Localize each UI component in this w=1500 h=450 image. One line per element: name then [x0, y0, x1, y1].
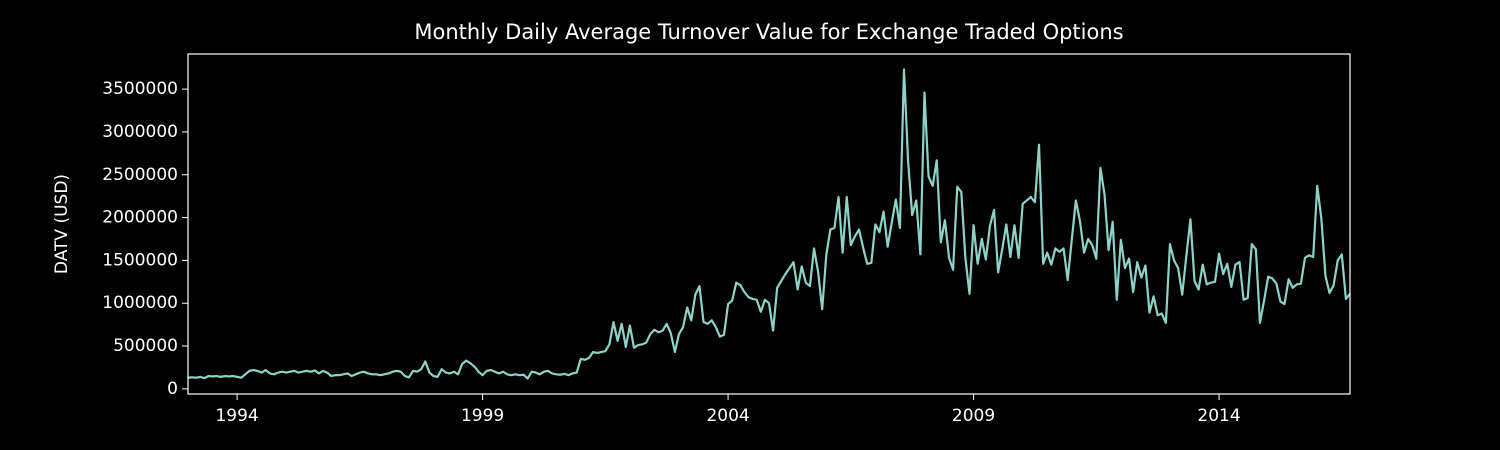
y-tick-label: 3000000	[102, 122, 178, 142]
x-tick-label: 1999	[461, 406, 504, 426]
x-tick-label: 2004	[706, 406, 749, 426]
x-tick-label: 1994	[215, 406, 258, 426]
y-tick-label: 2500000	[102, 165, 178, 185]
y-tick-label: 2000000	[102, 208, 178, 228]
x-tick-label: 2009	[952, 406, 995, 426]
data-line	[187, 68, 1351, 380]
plot-frame	[187, 53, 1351, 395]
y-tick-label: 1000000	[102, 293, 178, 313]
chart-title: Monthly Daily Average Turnover Value for…	[414, 20, 1123, 44]
y-tick-label: 0	[167, 379, 178, 399]
y-tick-label: 1500000	[102, 250, 178, 270]
y-axis-label: DATV (USD)	[52, 174, 72, 274]
y-tick-label: 500000	[113, 336, 178, 356]
y-tick-label: 3500000	[102, 79, 178, 99]
x-tick-label: 2014	[1197, 406, 1240, 426]
